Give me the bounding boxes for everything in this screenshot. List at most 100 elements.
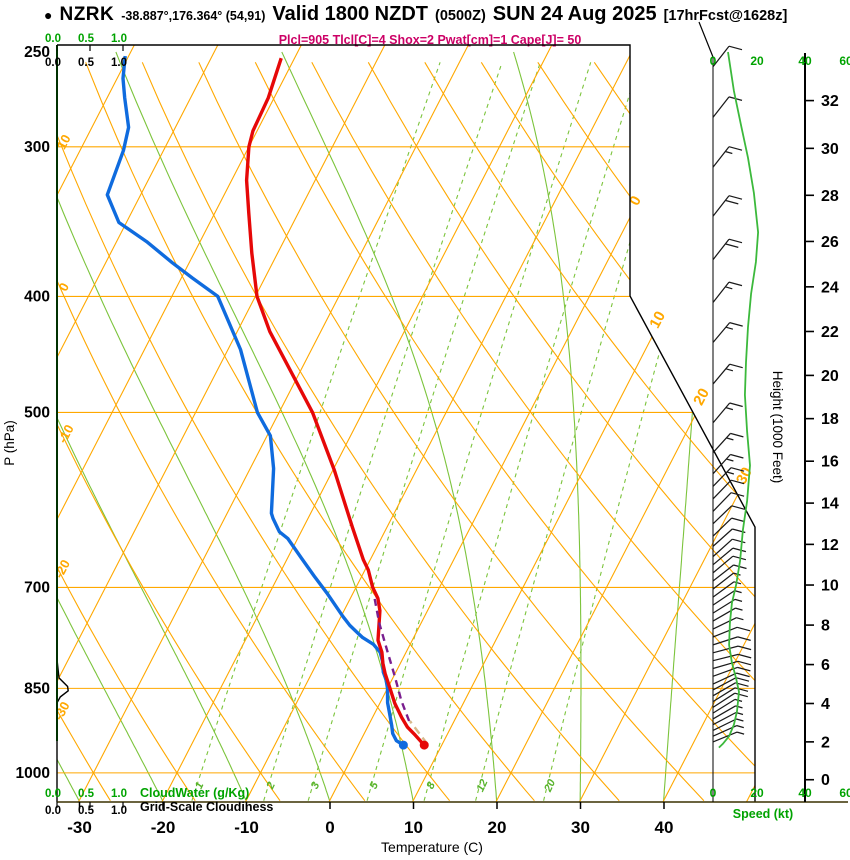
pressure-tick-label: 500 <box>24 404 50 421</box>
mixing-ratio-label: 5 <box>368 780 382 791</box>
height-tick-label: 26 <box>821 234 839 251</box>
temperature-tick-label: -30 <box>67 818 92 837</box>
pressure-axis: 250 300 400 500 700 850 1000 P (hPa) <box>2 44 50 782</box>
height-tick-label: 28 <box>821 188 839 205</box>
speed-scale-top: 20 <box>750 54 764 68</box>
isotherm-label: 30 <box>733 465 756 488</box>
pressure-gridlines <box>57 146 755 774</box>
wind-barb <box>712 677 750 691</box>
temperature-tick-label: 30 <box>571 818 590 837</box>
forecast-tag: [17hrFcst@1628z] <box>663 8 788 24</box>
wind-barb <box>712 653 752 662</box>
isotherm-line <box>57 45 219 802</box>
height-tick-label: 20 <box>821 368 839 385</box>
temperature-tick-label: 20 <box>488 818 507 837</box>
mixing-ratio-line <box>475 62 684 801</box>
wind-speed-profile <box>718 51 760 749</box>
pressure-tick-label: 250 <box>24 44 50 61</box>
height-tick-label: 30 <box>821 141 839 158</box>
isotherm-line <box>77 45 469 802</box>
temperature-tick-label: 10 <box>404 818 423 837</box>
dry-adiabat-line <box>57 62 366 802</box>
wind-barb <box>712 589 742 606</box>
pressure-tick-label: 1000 <box>16 765 50 782</box>
cloudiness-scale-bottom: 0.0 <box>45 805 61 817</box>
cloudiness-scale-bottom: 0.5 <box>78 805 95 817</box>
mixing-ratio-line <box>263 62 503 801</box>
mixing-ratio-label: 3 <box>309 780 322 791</box>
wind-barb <box>712 555 747 574</box>
cloudiness-scale-top: 0.0 <box>45 57 61 69</box>
isotherm-line <box>244 45 636 802</box>
wind-barb <box>712 238 743 261</box>
wind-barb <box>712 564 747 582</box>
pressure-tick-label: 400 <box>24 288 50 305</box>
moist-adiabat-line <box>281 51 498 801</box>
dry-adiabat-line <box>367 62 755 802</box>
mixing-ratio-labels: 1 2 3 5 8 12 20 <box>193 777 559 795</box>
moist-adiabat-line <box>57 51 164 801</box>
speed-scale-top: 40 <box>798 54 812 68</box>
height-tick-label: 32 <box>821 93 839 110</box>
plot-frame <box>56 21 848 803</box>
mixing-ratio-label: 2 <box>264 780 278 792</box>
mixing-ratio-line <box>543 62 742 801</box>
surface-dewpoint-dot <box>398 740 408 750</box>
isotherm-label: 0 <box>626 193 645 208</box>
dry-adiabat-line <box>198 62 705 802</box>
isotherm-line <box>57 45 386 802</box>
wind-barb <box>712 281 743 303</box>
cloudwater-scale-bottom: 0.0 <box>45 788 61 800</box>
wind-barb <box>712 505 745 525</box>
stability-indices: Plcl=905 Tlcl[C]=4 Shox=2 Pwat[cm]=1 Cap… <box>278 33 582 47</box>
temperature-tick-label: 0 <box>325 818 334 837</box>
wind-barb <box>712 718 744 731</box>
wind-barb <box>712 402 743 424</box>
dry-adiabat-line <box>85 62 535 802</box>
plot-border <box>57 44 756 802</box>
wind-barb <box>712 492 745 512</box>
cloudwater-axis-title: CloudWater (g/Kg) <box>140 786 249 800</box>
pressure-tick-label: 300 <box>24 139 50 156</box>
temperature-axis: -30 -20 -10 0 10 20 30 40 Temperature (C) <box>67 802 673 855</box>
wind-barb <box>712 692 748 708</box>
height-tick-label: 12 <box>821 537 839 554</box>
cloudwater-scale-top: 1.0 <box>111 33 127 45</box>
dry-adiabat-line <box>424 62 755 802</box>
mixing-ratio-line <box>366 62 592 801</box>
surface-parcel-curve <box>408 720 429 745</box>
wind-barb <box>712 636 751 646</box>
cloudiness-scale-top: 1.0 <box>111 57 127 69</box>
speed-scale-bottom: 0 <box>710 786 717 800</box>
speed-scale-bottom: 60 <box>839 786 850 800</box>
moist-adiabat-line <box>513 51 582 801</box>
wind-barb <box>712 731 745 743</box>
plot-grid <box>57 45 755 802</box>
valid-utc: (0500Z) <box>435 8 486 24</box>
height-tick-label: 14 <box>821 496 839 513</box>
wind-barb <box>712 363 743 385</box>
dewpoint-curve <box>105 55 405 747</box>
dry-adiabat-line <box>57 62 196 802</box>
dry-adiabat-line <box>141 62 620 802</box>
dry-adiabat-line <box>57 62 111 801</box>
cloudiness-scale-top: 0.5 <box>78 57 95 69</box>
cloud-scales: 0.0 0.0 0.0 0.0 0.5 0.5 0.5 0.5 1.0 1.0 1.0 1.0 Clou… <box>45 33 273 817</box>
dry-adiabat-line <box>57 62 451 802</box>
station-id: NZRK <box>59 4 115 25</box>
wind-panel <box>712 45 760 802</box>
wind-barb <box>712 687 749 703</box>
speed-axis-title: Speed (kt) <box>733 807 793 821</box>
surface-temperature-dot <box>419 740 429 750</box>
cloudwater-scale-top: 0.5 <box>78 33 95 45</box>
speed-scale-bottom: 20 <box>750 786 764 800</box>
wind-barb <box>712 581 742 598</box>
mixing-ratio-lines <box>191 62 742 801</box>
speed-scale-top: 0 <box>710 54 717 68</box>
mixing-ratio-line <box>307 62 541 801</box>
dry-adiabat-line <box>254 62 755 802</box>
